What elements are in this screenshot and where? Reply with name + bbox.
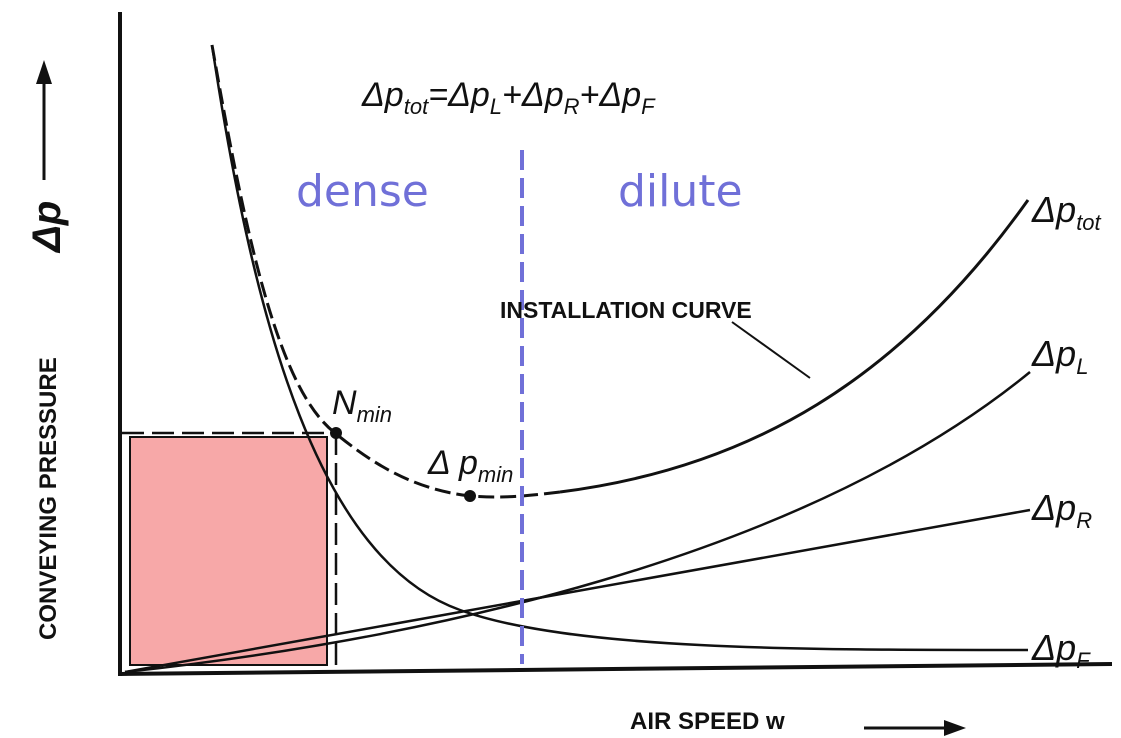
curve-dp-l [124, 371, 1031, 674]
installation-curve-pointer [731, 321, 811, 379]
svg-text:CONVEYING PRESSURE: CONVEYING PRESSURE [35, 357, 62, 640]
x-axis-title: AIR SPEED w [630, 708, 785, 735]
curve-dp-tot-solid [559, 199, 1030, 494]
installation-curve-label: INSTALLATION CURVE [500, 297, 752, 323]
curve-dp-tot-dashed [210, 44, 561, 499]
n-min-point [330, 427, 342, 439]
label-n-min: Nmin [332, 384, 392, 427]
curve-dp-f [210, 44, 1029, 652]
label-dp-f: ΔpF [1031, 627, 1091, 673]
curve-dp-r [124, 508, 1031, 674]
right-arrow-icon [864, 720, 966, 736]
y-axis-title: CONVEYING PRESSURE [35, 357, 62, 640]
operating-area [129, 436, 328, 666]
dilute-label: dilute [618, 166, 743, 217]
x-axis [119, 662, 1113, 676]
label-dp-r: ΔpR [1031, 487, 1092, 533]
svg-text:Δp: Δp [25, 201, 69, 254]
label-dp-tot: Δptot [1031, 189, 1102, 235]
y-axis-symbol: Δp [25, 201, 69, 254]
label-dp-min: Δ pmin [427, 444, 513, 487]
dense-label: dense [296, 166, 429, 217]
up-arrow-icon [36, 60, 52, 180]
equation: Δptot=ΔpL+ΔpR+ΔpF [361, 76, 656, 119]
label-dp-l: ΔpL [1031, 333, 1088, 379]
dp-min-point [464, 490, 476, 502]
